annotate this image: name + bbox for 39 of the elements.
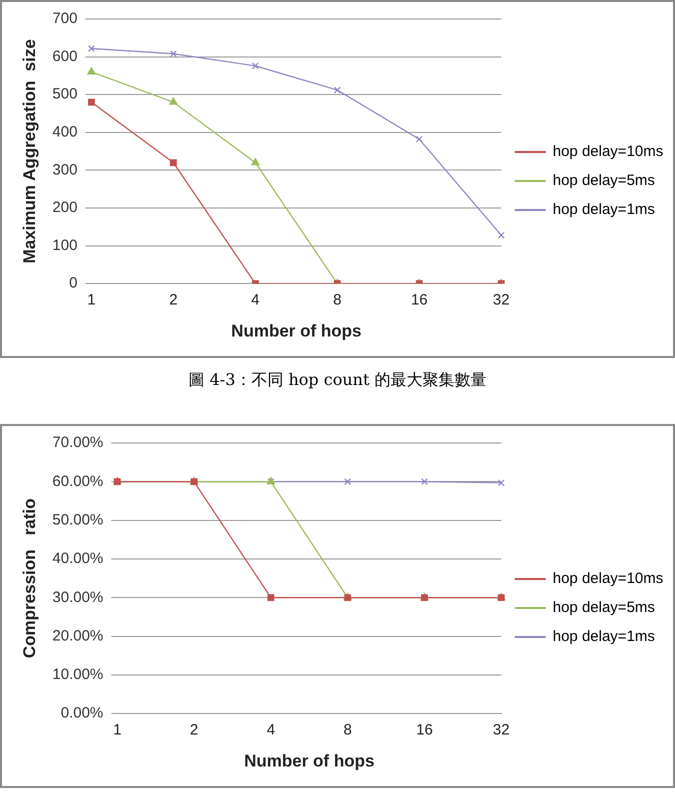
y-tick-label: 700 (52, 10, 78, 28)
x-axis-title: Number of hops (244, 751, 374, 770)
x-tick-label: 8 (333, 292, 342, 309)
y-tick-label: 500 (52, 86, 78, 103)
x-tick-label: 16 (416, 722, 433, 739)
legend-label: hop delay=1ms (552, 628, 655, 646)
y-tick-label: 30.00% (52, 588, 104, 606)
y-tick-label: 60.00% (52, 472, 104, 490)
y-tick-label: 200 (52, 199, 78, 216)
y-axis-title: Compression ratio (20, 498, 39, 658)
x-tick-label: 1 (113, 722, 122, 739)
legend-label: hop delay=1ms (552, 201, 655, 218)
legend-label: hop delay=10ms (552, 570, 664, 588)
x-tick-label: 8 (343, 722, 352, 739)
x-tick-label: 2 (190, 722, 198, 739)
y-tick-label: 400 (52, 124, 78, 141)
x-tick-label: 32 (492, 292, 510, 309)
y-tick-label: 50.00% (52, 511, 104, 528)
y-tick-label: 0.00% (60, 704, 104, 722)
y-tick-label: 20.00% (52, 627, 104, 644)
legend-label: hop delay=5ms (552, 172, 655, 190)
y-tick-label: 100 (52, 236, 78, 254)
x-tick-label: 4 (251, 292, 260, 309)
caption: 圖 4-3：不同 hop count 的最大聚集數量 (188, 369, 488, 391)
y-tick-label: 0 (69, 274, 78, 292)
legend-label: hop delay=5ms (552, 599, 655, 616)
x-tick-label: 4 (266, 722, 276, 739)
x-tick-label: 32 (492, 722, 510, 739)
y-tick-label: 70.00% (52, 434, 104, 452)
y-tick-label: 600 (52, 48, 78, 65)
y-tick-label: 300 (52, 161, 78, 178)
y-tick-label: 10.00% (52, 666, 104, 684)
x-axis-title: Number of hops (231, 321, 362, 340)
x-tick-label: 16 (410, 292, 428, 309)
legend-label: hop delay=10ms (552, 143, 664, 160)
y-tick-label: 40.00% (52, 550, 104, 568)
x-tick-label: 2 (169, 292, 178, 309)
x-tick-label: 1 (87, 292, 96, 309)
y-axis-title: Maximum Aggregation size (20, 39, 39, 264)
